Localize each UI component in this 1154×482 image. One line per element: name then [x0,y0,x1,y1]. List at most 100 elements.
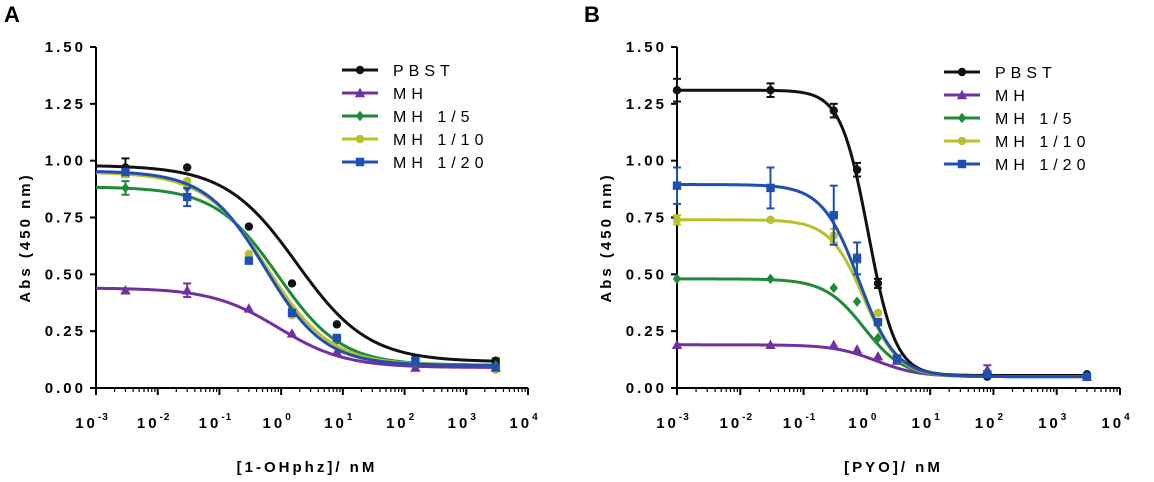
panel-a-series-mh-point [243,303,255,313]
panel-a-series-mh-1-10-point [244,249,254,259]
panel-a-ytick-label: 1.25 [45,96,86,113]
panel-a-series-pbst-fit-line [95,164,496,363]
panel-b-y-title: Abs (450 nm) [598,172,615,302]
panel-a-xtick-label: 103 [448,412,477,432]
panel-a-xtick-label: 104 [509,412,538,432]
panel-b-series-mh-1-10-point [672,215,682,224]
panel-a-ytick-label: 0.75 [45,210,86,227]
panel-a-xtick-label: 100 [263,412,292,432]
panel-b-series-mh-1-5-point [829,282,838,294]
panel-a-series-mh-point [286,328,298,338]
panel-b-label: B [584,2,600,27]
panel-a-legend-label: PBST [393,63,455,80]
panel-a-legend-label: MH 1/20 [393,155,488,172]
panel-b-x-title: [PYO]/ nM [844,459,943,476]
panel-a-xtick-label: 101 [324,412,353,432]
panel-a-y-title: Abs (450 nm) [17,172,34,302]
panel-a-xtick-label: 10-3 [75,412,109,432]
panel-a: A 0.00 0.25 0.50 0.75 1.00 1.25 1.50 10-3 10-2 10… [4,2,538,476]
panel-b-series-mh-point [765,339,776,350]
panel-b-series-mh-1-20-point [672,181,682,190]
panel-b-xtick-label: 10-1 [783,412,817,432]
panel-b-plot: 0.00 0.25 0.50 0.75 1.00 1.25 1.50 10-3 10-2 10-1… [598,39,1130,476]
panel-b-legend-label: MH [995,88,1030,105]
panel-a-legend-marker [355,65,365,75]
panel-a-ytick-label: 1.50 [45,39,86,56]
panel-b: B 0.00 0.25 0.50 0.75 1.00 1.25 1.50 10-3 10-2 10… [584,2,1130,476]
panel-b-series-pbst-point [766,85,775,95]
panel-a-ytick-label: 0.00 [45,380,86,397]
panel-b-series-mh-1-20-point [852,254,862,263]
panel-b-series-mh-point [828,339,839,350]
panel-b-xtick-label: 104 [1101,412,1130,432]
panel-b-series-mh-1-20-point [829,211,838,220]
panel-b-series-mh-1-20-fit-line [677,183,1087,379]
panel-a-series-pbst-point [287,279,297,288]
panel-a-xtick-label: 10-2 [137,412,171,432]
panel-a-xtick-label: 10-1 [199,412,233,432]
panel-b-legend-marker [957,136,967,146]
panel-b-series-mh-1-5-point [766,273,775,285]
panel-b-legend: PBST MH MH 1/5 MH 1/10 MH 1/20 [944,65,1090,174]
panel-a-series-pbst-point [182,163,192,172]
panel-b-series-pbst-point [873,279,883,288]
panel-b-legend-label: MH 1/10 [995,134,1090,151]
panel-b-xtick-label: 101 [912,412,941,432]
panel-b-series-mh-1-20-point [1082,372,1092,381]
panel-a-series-mh-1-20-point [182,192,192,202]
panel-b-series-mh-1-20-point [766,183,775,193]
panel-b-series-mh-1-20-point [873,317,883,327]
panel-b-xtick-label: 102 [975,412,1004,432]
panel-b-legend-marker [957,159,967,169]
panel-b-ytick-label: 1.50 [626,39,667,56]
panel-b-xtick-label: 10-3 [656,412,690,432]
panel-a-series-mh-1-20-point [287,308,297,318]
panel-a-legend-marker [355,134,365,144]
panel-b-ytick-label: 0.00 [626,380,667,397]
panel-b-legend-marker [957,112,967,124]
panel-a-ytick-label: 1.00 [45,153,86,170]
panel-a-series-mh-point [120,285,131,295]
panel-a-legend-marker [355,157,365,167]
panel-b-ytick-label: 0.25 [626,323,667,340]
panel-a-legend-marker [355,110,365,122]
panel-a-legend-marker [354,87,366,98]
panel-a-xtick-label: 102 [386,412,415,432]
panel-a-series-mh-1-20-point [332,333,342,343]
panel-b-series-mh-point [872,350,884,361]
panel-b-legend-label: PBST [995,65,1057,82]
panel-a-legend-label: MH 1/10 [393,132,488,149]
panel-b-series-mh-1-10-point [766,215,775,224]
panel-b-ytick-label: 0.50 [626,266,667,283]
panel-a-legend-label: MH 1/5 [393,109,475,126]
panel-b-legend-label: MH 1/5 [995,111,1077,128]
panel-b-series-mh-1-5-point [672,273,682,285]
panel-b-legend-marker [956,89,968,100]
panel-a-series-pbst-point [244,222,254,231]
panel-a-series-mh-point [331,346,343,356]
panel-a-series-mh-1-20-point [244,256,254,265]
panel-a-series-mh-fit-line [95,286,496,369]
panel-b-legend-label: MH 1/20 [995,157,1090,174]
panel-b-ytick-label: 0.75 [626,210,667,227]
panel-a-series-mh-1-20-point [491,363,500,372]
panel-a-label: A [4,2,20,27]
panel-a-legend: PBST MH MH 1/5 MH 1/10 MH 1/20 [342,63,488,172]
panel-b-xtick-label: 103 [1038,412,1067,432]
panel-b-series-mh-1-10-point [873,308,883,318]
panel-b-xtick-label: 10-2 [719,412,753,432]
panel-a-series-mh-1-20-point [411,356,420,365]
panel-a-plot: 0.00 0.25 0.50 0.75 1.00 1.25 1.50 10-3 10-2 10-1… [17,39,538,476]
panel-b-series-mh-1-20-point [983,370,992,379]
panel-b-series-pbst-point [852,165,862,174]
panel-a-series-mh-point [181,285,193,295]
panel-b-xtick-label: 100 [848,412,877,432]
panel-b-legend-marker [957,67,967,77]
panel-b-series-mh-point [851,344,863,354]
panel-a-series-mh-1-5-point [121,182,130,194]
panel-b-series-mh-1-5-point [852,296,862,307]
panel-a-ytick-label: 0.50 [45,266,86,283]
panel-a-series-pbst-point [332,320,342,329]
panel-b-series-mh-1-20-point [892,354,902,363]
panel-b-series-pbst-point [672,85,682,95]
